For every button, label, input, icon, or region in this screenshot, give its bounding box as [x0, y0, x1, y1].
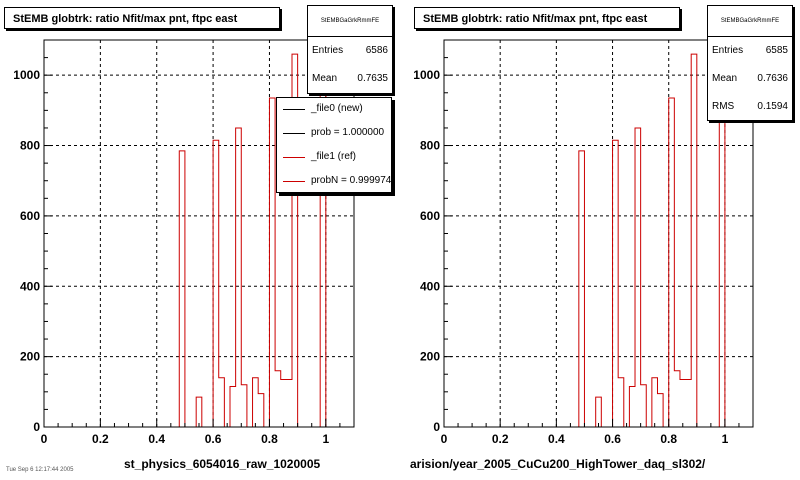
legend: _file0 (new) prob = 1.000000 _file1 (ref… — [276, 97, 392, 193]
histogram-bin — [674, 371, 680, 427]
mean-value: 0.7635 — [357, 73, 388, 84]
stats-name: StEMBGaGrkRmmFE — [708, 6, 792, 37]
histogram-bin — [596, 397, 602, 427]
histogram-bin — [253, 378, 259, 427]
x-tick-label: 0.8 — [660, 432, 677, 446]
histogram-bin — [579, 151, 585, 427]
entries-label: Entries — [312, 45, 344, 56]
histogram-bin — [236, 128, 242, 427]
legend-text: prob = 1.000000 — [311, 127, 385, 138]
stats-box: StEMBGaGrkRmmFE Entries 6585 Mean 0.7636 R… — [707, 5, 793, 121]
y-tick-label: 800 — [20, 139, 40, 153]
histogram-pad-left: 0 0.2 0.4 0.6 0.8 1 0 200 400 600 800 1000 StEMB gl… — [4, 5, 393, 473]
legend-line-ref — [283, 157, 305, 158]
y-tick-label: 0 — [33, 420, 40, 434]
footer-timestamp: Tue Sep 6 12:17:44 2005 — [6, 467, 74, 473]
y-tick-label: 400 — [420, 279, 440, 293]
legend-text: probN = 0.999974 — [311, 175, 392, 186]
histogram-bin — [213, 140, 219, 427]
histogram-bin — [275, 371, 281, 427]
pad-title: StEMB globtrk: ratio Nfit/max pnt, ftpc … — [414, 7, 680, 29]
entries-label: Entries — [712, 45, 744, 56]
x-tick-label: 0.6 — [604, 432, 621, 446]
y-tick-label: 400 — [20, 279, 40, 293]
histogram-bin — [241, 385, 247, 427]
y-tick-label: 600 — [20, 209, 40, 223]
histogram-bin — [286, 380, 292, 427]
x-axis-filename: st_physics_6054016_raw_1020005 — [124, 457, 321, 471]
y-tick-label: 1000 — [413, 68, 440, 82]
rms-label: RMS — [712, 101, 735, 112]
y-tick-label: 0 — [433, 420, 440, 434]
entries-value: 6586 — [365, 45, 388, 56]
legend-entry: _file0 (new) — [277, 98, 391, 122]
x-tick-label: 1 — [722, 432, 729, 446]
pad-title: StEMB globtrk: ratio Nfit/max pnt, ftpc … — [4, 7, 280, 29]
y-tick-label: 800 — [420, 139, 440, 153]
y-tick-label: 200 — [420, 350, 440, 364]
legend-text: _file1 (ref) — [311, 151, 357, 162]
x-tick-label: 0.2 — [92, 432, 109, 446]
histogram-bin — [219, 378, 225, 427]
histogram-bin — [281, 380, 287, 427]
mean-label: Mean — [312, 73, 338, 84]
mean-value: 0.7636 — [757, 73, 788, 84]
histogram-bin — [258, 394, 264, 427]
legend-text: _file0 (new) — [311, 103, 363, 114]
legend-line-prob — [283, 133, 305, 134]
x-tick-label: 0.4 — [548, 432, 565, 446]
entries-value: 6585 — [765, 45, 788, 56]
x-tick-label: 0.4 — [148, 432, 165, 446]
histogram-bin — [635, 128, 641, 427]
x-tick-label: 0 — [441, 432, 448, 446]
histogram-bin — [652, 378, 658, 427]
x-tick-label: 0.6 — [205, 432, 222, 446]
histogram-bin — [269, 98, 275, 427]
histogram-bin — [613, 140, 619, 427]
plot-left: 0 0.2 0.4 0.6 0.8 1 0 200 400 600 800 1000 — [13, 39, 355, 446]
histogram-bin — [179, 151, 185, 427]
stats-name: StEMBGaGrkRmmFE — [308, 6, 392, 37]
x-axis-filename: arision/year_2005_CuCu200_HighTower_daq_… — [410, 457, 706, 471]
mean-label: Mean — [712, 73, 738, 84]
y-tick-label: 1000 — [13, 68, 40, 82]
histogram-bin — [686, 380, 692, 427]
x-tick-label: 0 — [41, 432, 48, 446]
histogram-bin — [618, 378, 624, 427]
plot-right: 0 0.2 0.4 0.6 0.8 1 0 200 400 600 800 1000 — [413, 39, 754, 446]
legend-entry: probN = 0.999974 — [277, 170, 392, 192]
x-tick-label: 1 — [322, 432, 329, 446]
legend-entry: _file1 (ref) — [277, 146, 391, 170]
histogram-bin — [196, 397, 202, 427]
legend-entry: prob = 1.000000 — [277, 122, 391, 146]
histogram-bin — [629, 387, 635, 427]
x-tick-label: 0.8 — [261, 432, 278, 446]
histogram-bin — [641, 385, 647, 427]
rms-value: 0.1594 — [757, 101, 788, 112]
legend-line-new — [283, 109, 305, 110]
histogram-bin — [691, 54, 697, 427]
stats-box: StEMBGaGrkRmmFE Entries 6586 Mean 0.7635 — [307, 5, 393, 94]
y-tick-label: 600 — [420, 209, 440, 223]
histogram-bin — [719, 79, 725, 427]
legend-line-probn — [283, 181, 305, 182]
histogram-bin — [657, 394, 663, 427]
histogram-pad-right: 0 0.2 0.4 0.6 0.8 1 0 200 400 600 800 1000 StEMB gl… — [400, 0, 800, 480]
histogram-bin — [230, 387, 236, 427]
y-tick-label: 200 — [20, 350, 40, 364]
x-tick-label: 0.2 — [492, 432, 509, 446]
histogram-bin — [680, 380, 686, 427]
histogram-bin — [669, 98, 675, 427]
